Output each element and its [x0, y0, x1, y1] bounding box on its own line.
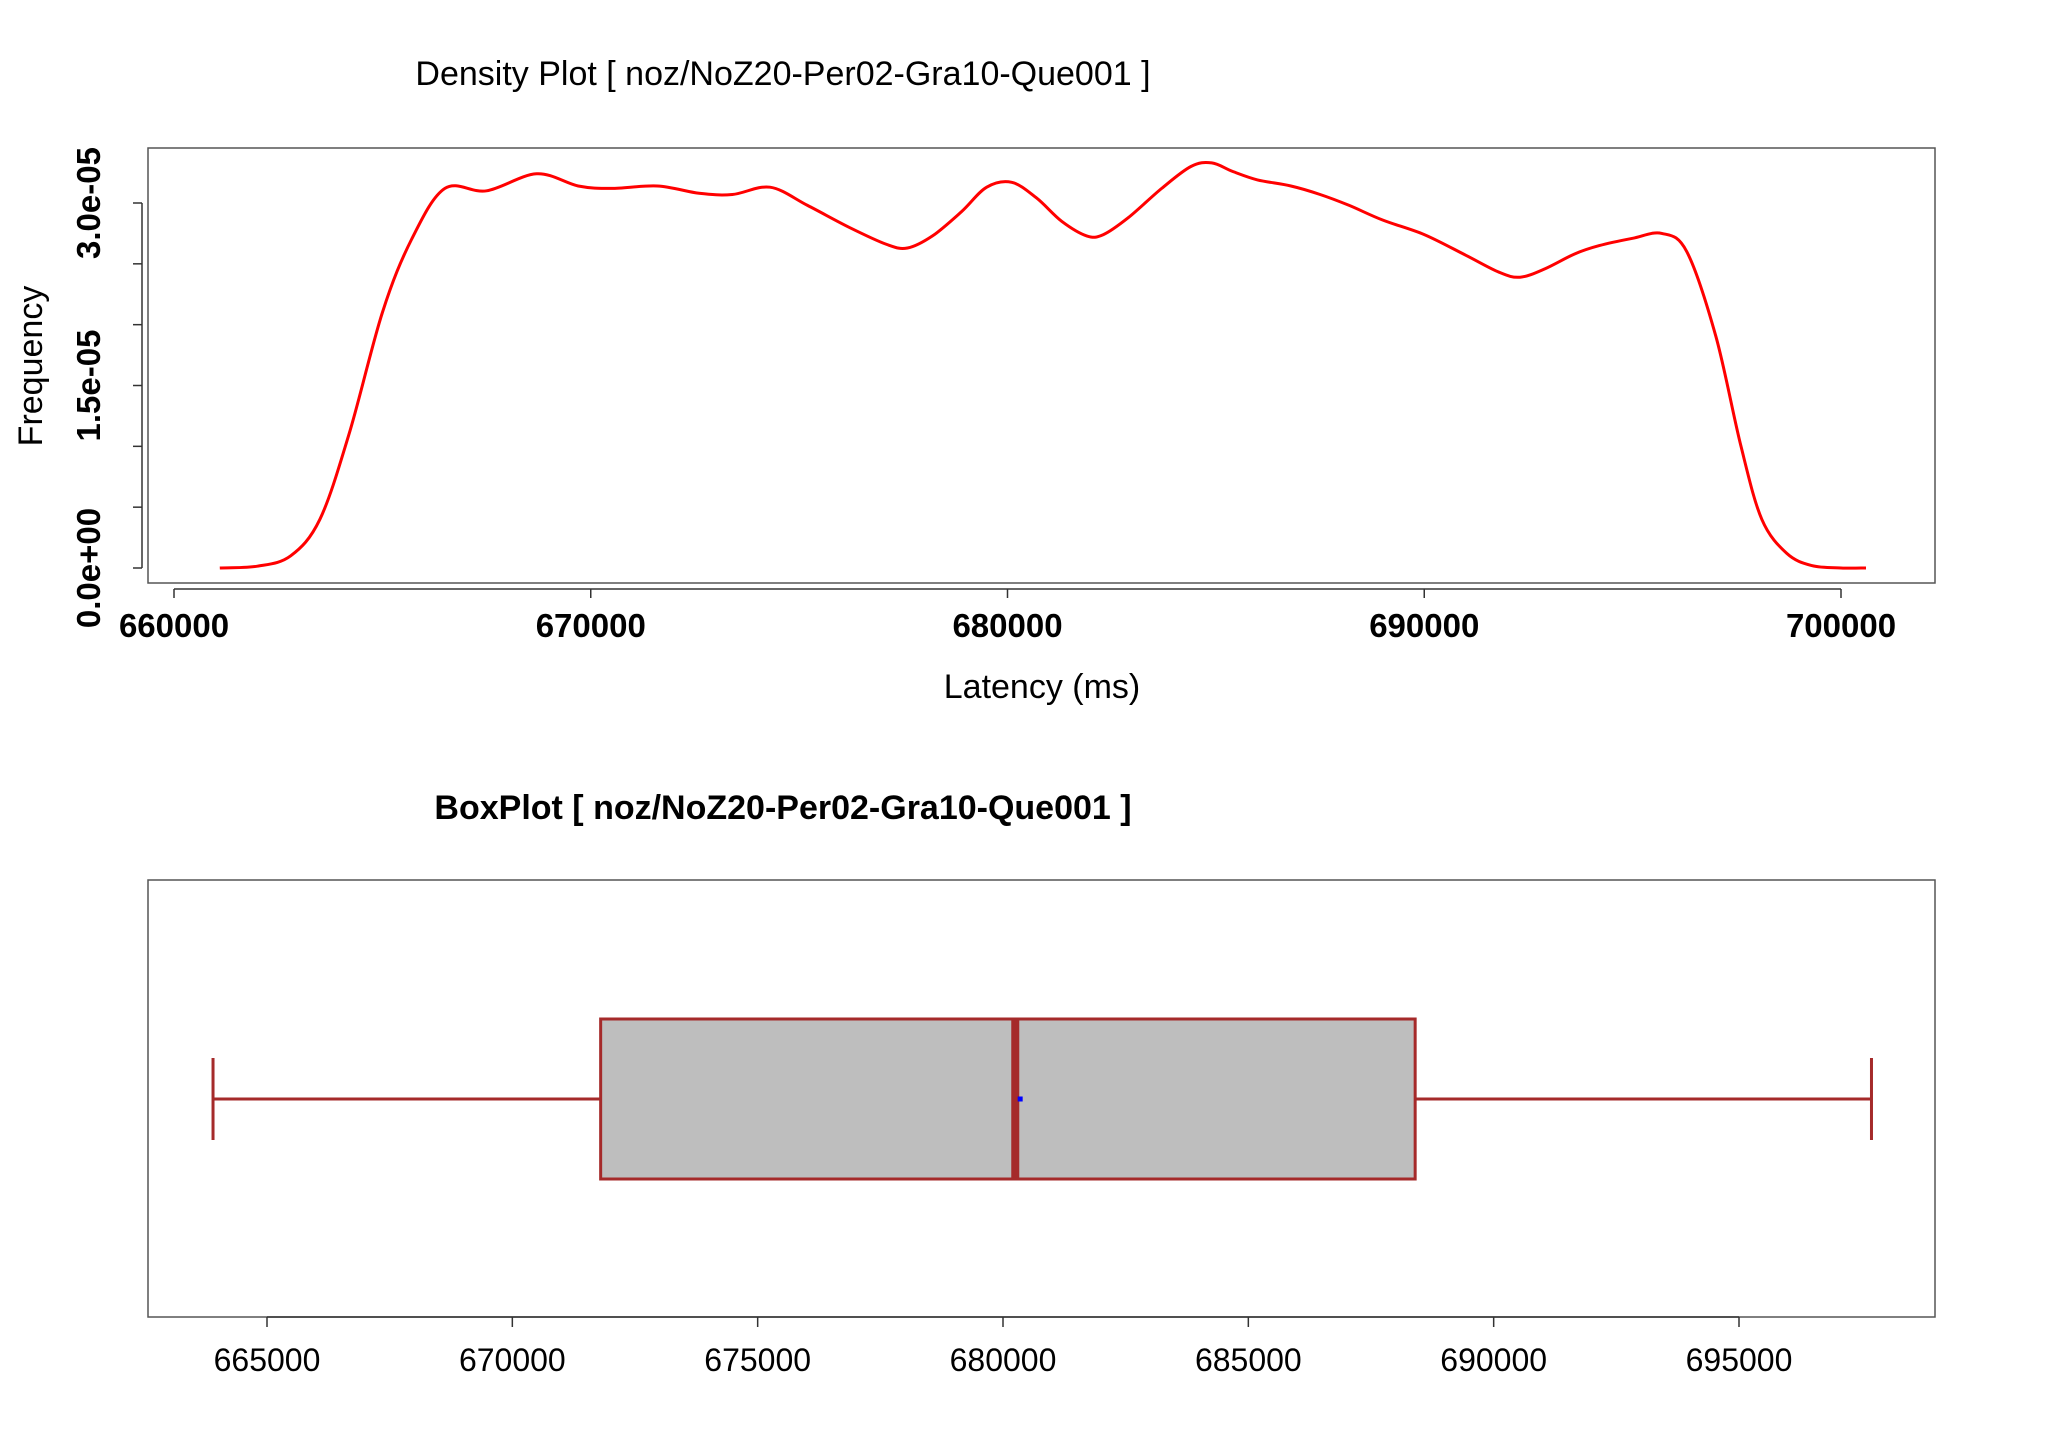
density-x-axis: 660000 670000 680000 690000 700000 — [119, 588, 1896, 644]
boxplot-box — [599, 1017, 1417, 1181]
boxplot-x-tick-label: 695000 — [1686, 1342, 1793, 1378]
density-x-axis-label: Latency (ms) — [944, 668, 1141, 706]
boxplot-x-tick-label: 690000 — [1440, 1342, 1547, 1378]
density-x-tick-label: 670000 — [536, 607, 646, 644]
density-y-tick-label: 3.0e-05 — [70, 147, 107, 259]
boxplot-mean-point — [1017, 1096, 1023, 1102]
boxplot-x-tick-label: 680000 — [950, 1342, 1057, 1378]
density-y-axis-label: Frequency — [12, 286, 50, 447]
density-y-tick-label: 1.5e-05 — [70, 330, 107, 442]
density-x-tick-label: 660000 — [119, 607, 229, 644]
density-y-axis: 0.0e+00 1.5e-05 3.0e-05 — [70, 147, 143, 628]
density-x-tick-label: 690000 — [1369, 607, 1479, 644]
boxplot-x-axis: 665000 670000 675000 680000 685000 690000 6950… — [214, 1316, 1793, 1378]
boxplot-x-tick-label: 665000 — [214, 1342, 321, 1378]
boxplot-title: BoxPlot [ noz/NoZ20-Per02-Gra10-Que001 ] — [434, 789, 1131, 827]
boxplot-x-tick-label: 685000 — [1195, 1342, 1302, 1378]
boxplot-x-tick-label: 675000 — [704, 1342, 811, 1378]
density-plot-frame — [147, 147, 1936, 584]
density-y-tick-label: 0.0e+00 — [70, 508, 107, 628]
boxplot-panel: BoxPlot [ noz/NoZ20-Per02-Gra10-Que001 ]… — [147, 789, 1936, 1378]
density-x-tick-label: 680000 — [952, 607, 1062, 644]
boxplot-marks — [211, 1017, 1873, 1181]
density-curve — [219, 160, 1867, 570]
boxplot-x-tick-label: 670000 — [459, 1342, 566, 1378]
density-x-tick-label: 700000 — [1786, 607, 1896, 644]
density-title: Density Plot [ noz/NoZ20-Per02-Gra10-Que… — [415, 55, 1150, 93]
density-panel: Density Plot [ noz/NoZ20-Per02-Gra10-Que… — [12, 55, 1936, 706]
